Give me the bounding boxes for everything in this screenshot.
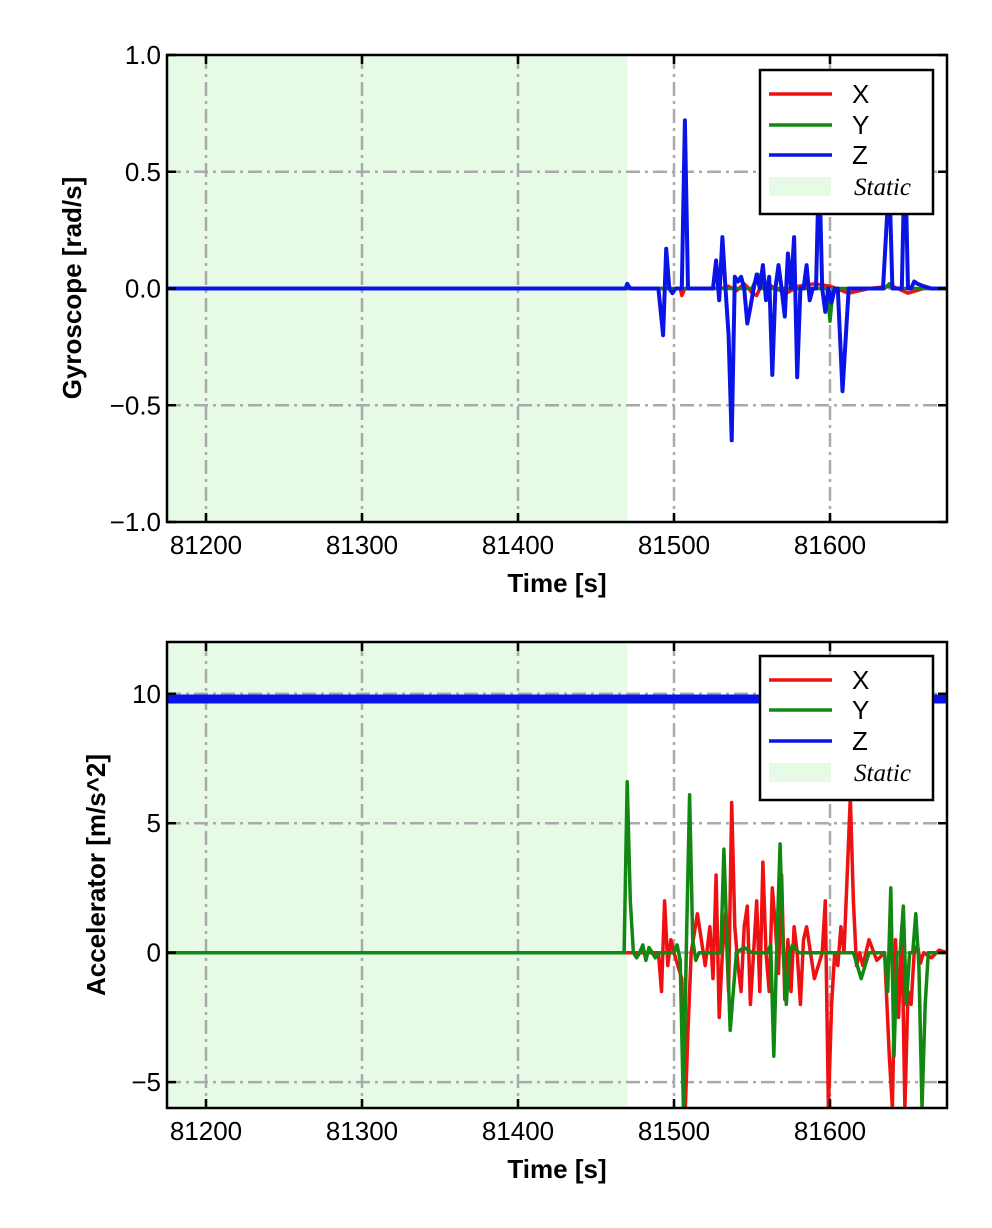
gyro-ticks: 81200 81300 81400 81500 81600 −1.0 −0.5 0.0 0.5 1… [110,40,947,560]
gyro-y-tick-label: −1.0 [110,507,161,537]
accel-legend-label-z: Z [852,726,868,756]
gyro-x-tick-label: 81500 [638,530,710,560]
accel-y-tick-label: 10 [132,679,161,709]
accel-legend-label-x: X [852,665,869,695]
accel-x-axis-label: Time [s] [507,1154,606,1184]
accel-legend-label-y: Y [852,695,869,725]
accel-y-tick-label: −5 [131,1067,161,1097]
gyro-legend-label-x: X [852,79,869,109]
gyro-x-axis-label: Time [s] [507,568,606,598]
accel-legend-label-static: Static [854,760,911,787]
gyro-y-tick-label: −0.5 [110,390,161,420]
gyro-legend-label-z: Z [852,140,868,170]
gyro-legend-label-y: Y [852,110,869,140]
gyro-x-tick-label: 81200 [170,530,242,560]
gyro-y-tick-label: 0.5 [125,157,161,187]
gyro-x-tick-label: 81600 [794,530,866,560]
accel-x-tick-label: 81200 [170,1116,242,1146]
accel-ticks: 81200 81300 81400 81500 81600 −5 0 5 10 [131,642,947,1146]
gyro-y-axis-label: Gyroscope [rad/s] [57,177,87,400]
accel-legend: X Y Z Static [758,654,935,802]
accel-y-tick-label: 5 [147,808,161,838]
gyro-legend-swatch-static [769,177,831,196]
accel-x-tick-label: 81600 [794,1116,866,1146]
accel-series-x-line [167,795,947,1108]
accelerometer-panel: 81200 81300 81400 81500 81600 −5 0 5 10 Time [s]… [81,640,949,1184]
accel-y-tick-label: 0 [147,938,161,968]
gyro-x-tick-label: 81400 [482,530,554,560]
gyro-x-tick-label: 81300 [326,530,398,560]
gyro-legend-label-static: Static [854,174,911,201]
gyro-series-z-line [167,118,947,443]
gyro-legend: X Y Z Static [758,68,935,216]
gyro-y-tick-label: 0.0 [125,274,161,304]
accel-y-axis-label: Accelerator [m/s^2] [81,754,111,996]
accel-legend-swatch-static [769,763,831,782]
accel-x-tick-label: 81300 [326,1116,398,1146]
accel-static-region [167,642,628,1108]
accel-series-y-line [167,780,947,1108]
accel-x-tick-label: 81500 [638,1116,710,1146]
gyroscope-panel: 81200 81300 81400 81500 81600 −1.0 −0.5 0.0 0.5 1… [57,40,949,598]
accel-plot-frame [165,640,949,1110]
gyro-y-tick-label: 1.0 [125,40,161,70]
accel-x-tick-label: 81400 [482,1116,554,1146]
